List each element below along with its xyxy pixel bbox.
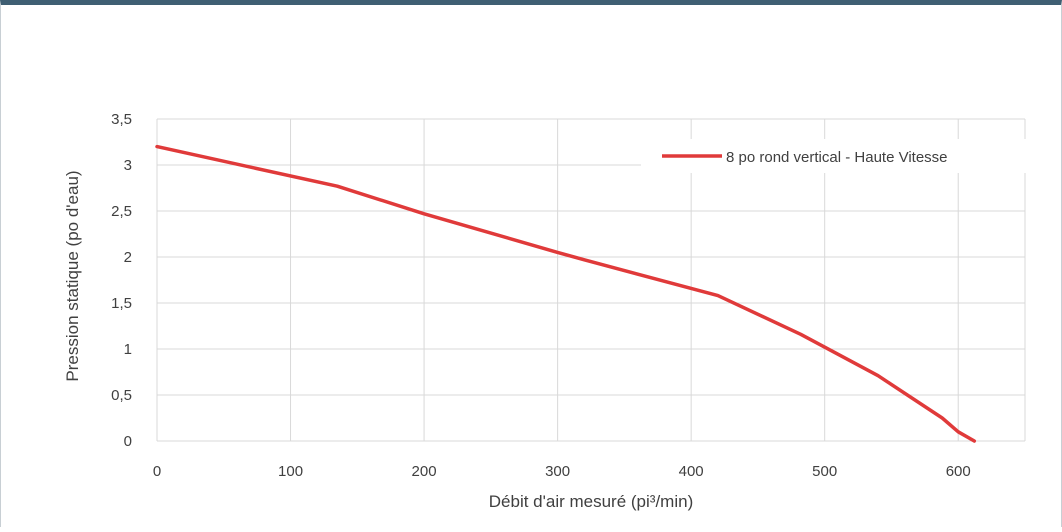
legend: 8 po rond vertical - Haute Vitesse	[641, 139, 1029, 173]
x-axis-ticks: 0 100 200 300 400 500 600	[153, 463, 971, 480]
x-axis-title: Débit d'air mesuré (pi³/min)	[489, 492, 693, 511]
y-tick-label: 3,5	[111, 111, 132, 128]
y-axis-title: Pression statique (po d'eau)	[63, 170, 82, 381]
y-axis-ticks: 0 0,5 1 1,5 2 2,5 3 3,5	[111, 111, 132, 450]
legend-label: 8 po rond vertical - Haute Vitesse	[726, 149, 948, 166]
y-tick-label: 3	[124, 157, 132, 174]
x-tick-label: 500	[812, 463, 837, 480]
y-tick-label: 0,5	[111, 387, 132, 404]
y-tick-label: 2,5	[111, 203, 132, 220]
x-tick-label: 300	[545, 463, 570, 480]
line-chart: 0 100 200 300 400 500 600 0 0,5 1 1,5 2 2,5 3 3,5 8 p…	[63, 111, 1029, 511]
x-tick-label: 100	[278, 463, 303, 480]
y-tick-label: 1	[124, 341, 132, 358]
x-tick-label: 200	[412, 463, 437, 480]
y-tick-label: 1,5	[111, 295, 132, 312]
y-tick-label: 2	[124, 249, 132, 266]
x-tick-label: 400	[679, 463, 704, 480]
series-layer	[155, 144, 977, 443]
x-tick-label: 0	[153, 463, 161, 480]
x-tick-label: 600	[946, 463, 971, 480]
series-line	[155, 144, 977, 443]
y-tick-label: 0	[124, 433, 132, 450]
